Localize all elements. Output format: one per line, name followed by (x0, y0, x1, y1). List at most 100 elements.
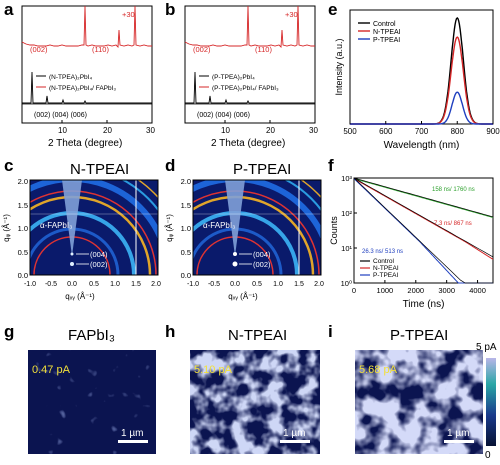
trpl-ann-green: 158 ns/ 1760 ns (432, 187, 475, 193)
xrd-a-peak-110: (110) (92, 45, 109, 54)
pl-xlabel: Wavelength (nm) (384, 140, 460, 151)
giwaxs-c-xtick-2: 0.0 (67, 281, 77, 288)
trpl-ytick-2: 10² (341, 209, 352, 218)
xrd-b-peak-002: (002) (193, 45, 211, 54)
giwaxs-c-yticks: 0.0 0.5 1.0 1.5 2.0 (18, 177, 28, 280)
trpl-ytick-1: 10¹ (341, 244, 352, 253)
cafm-g-scalebar (118, 440, 148, 443)
giwaxs-d-xtick-2: 0.0 (230, 281, 240, 288)
panel-label-b: b (165, 0, 176, 19)
giwaxs-c-xtick-5: 1.5 (131, 281, 141, 288)
xrd-a-plus30: +30 (122, 10, 135, 19)
cafm-colorbar (486, 358, 496, 446)
trpl-ytick-0: 10⁰ (341, 279, 352, 288)
giwaxs-d-phase: α-FAPbI₃ (203, 221, 235, 230)
giwaxs-c-004: (004) (90, 250, 108, 259)
xrd-b-legend-1: (P-TPEA)₂PbI₄ (212, 74, 255, 81)
xrd-b-xlabel: 2 Theta (degree) (211, 138, 285, 149)
panel-label-f: f (328, 156, 334, 175)
trpl-xtick-2: 2000 (407, 286, 424, 295)
panel-label-a: a (4, 0, 14, 19)
pl-xtick-2: 700 (415, 127, 429, 136)
cafm-h-scalebar (280, 440, 310, 443)
giwaxs-d-xtick-5: 1.5 (294, 281, 304, 288)
xrd-b-xtick-10: 10 (221, 126, 230, 135)
colorbar-max: 5 pA (476, 342, 497, 353)
giwaxs-d-ylabel: qᵩ (Å⁻¹) (165, 214, 174, 242)
xrd-b-xtick-30: 30 (309, 126, 318, 135)
colorbar-min: 0 (485, 450, 491, 460)
panel-label-c: c (4, 156, 14, 175)
xrd-b-plus30: +30 (285, 10, 298, 19)
giwaxs-c-ytick-2: 1.0 (18, 224, 28, 233)
xrd-b-xtick-20: 20 (266, 126, 275, 135)
trpl-series-0 (353, 178, 494, 218)
cafm-g-scale-label: 1 µm (121, 428, 143, 439)
trpl-ann-red: 7.3 ns/ 867 ns (434, 221, 472, 227)
trpl-fit-2 (353, 177, 493, 284)
xrd-a-peak-002: (002) (30, 45, 48, 54)
giwaxs-d-yticks: 0.0 0.5 1.0 1.5 2.0 (181, 177, 191, 280)
giwaxs-d-004: (004) (253, 250, 271, 259)
giwaxs-c-ylabel: qᵩ (Å⁻¹) (2, 214, 11, 242)
giwaxs-d-ytick-0: 0.0 (181, 271, 191, 280)
giwaxs-c-xtick-6: 2.0 (151, 281, 161, 288)
trpl-ytick-3: 10³ (341, 174, 352, 183)
giwaxs-d-ytick-2: 1.0 (181, 224, 191, 233)
giwaxs-c-xtick-3: 0.5 (89, 281, 99, 288)
cafm-g-current: 0.47 pA (32, 364, 71, 376)
panel-d-giwaxs: P-TPEAI α-FAPbI₃ (004) (002) 0.0 0.5 1.0… (165, 161, 324, 301)
giwaxs-d-002: (002) (253, 260, 271, 269)
xrd-a-xtick-30: 30 (146, 126, 155, 135)
pl-series-control (350, 17, 493, 125)
xrd-a-legend-1: (N-TPEA)₂PbI₄ (49, 74, 92, 81)
giwaxs-d-xtick-0: -1.0 (187, 281, 199, 288)
trpl-series-1 (353, 178, 494, 260)
pl-frame (349, 9, 494, 125)
xrd-b-peak-110: (110) (255, 45, 272, 54)
giwaxs-d-xtick-6: 2.0 (314, 281, 324, 288)
panel-label-h: h (165, 322, 176, 341)
giwaxs-d-ytick-3: 1.5 (181, 201, 191, 210)
giwaxs-c-xlabel: qₓᵧ (Å⁻¹) (65, 292, 95, 301)
xrd-a-legend-2: (N-TPEA)₂PbI₄/ FAPbI₃ (49, 85, 116, 92)
giwaxs-d-xtick-3: 0.5 (252, 281, 262, 288)
cafm-i-scale-label: 1 µm (447, 428, 469, 439)
giwaxs-c-phase: α-FAPbI₃ (40, 221, 72, 230)
xrd-a-xtick-20: 20 (103, 126, 112, 135)
giwaxs-c-xticks: -1.0 -0.5 0.0 0.5 1.0 1.5 2.0 (24, 281, 161, 288)
giwaxs-c-xtick-4: 1.0 (110, 281, 120, 288)
panel-label-d: d (165, 156, 176, 175)
panel-b-xrd: (002) (110) +30 (P-TPEA)₂PbI₄ (P-TPEA)₂P… (184, 5, 318, 149)
pl-ylabel: Intensity (a.u.) (334, 38, 344, 95)
trpl-xlabel: Time (ns) (403, 299, 445, 310)
cafm-h-title: N-TPEAI (228, 327, 287, 344)
xrd-b-legend-2: (P-TPEA)₂PbI₄/ FAPbI₃ (212, 85, 279, 92)
cafm-i-title: P-TPEAI (390, 327, 448, 344)
giwaxs-c-rings (30, 180, 158, 275)
trpl-xtick-4: 4000 (469, 286, 486, 295)
pl-xtick-4: 900 (486, 127, 500, 136)
giwaxs-c-xtick-1: -0.5 (45, 281, 57, 288)
giwaxs-c-ytick-1: 0.5 (18, 248, 28, 257)
giwaxs-d-xticks: -1.0 -0.5 0.0 0.5 1.0 1.5 2.0 (187, 281, 324, 288)
panel-label-e: e (328, 0, 338, 19)
trpl-legend-label-1: N-TPEAI (373, 265, 399, 272)
trpl-xtick-0: 0 (352, 286, 356, 295)
giwaxs-d-ytick-4: 2.0 (181, 177, 191, 186)
trpl-xtick-3: 3000 (438, 286, 455, 295)
trpl-frame (353, 177, 494, 284)
giwaxs-c-ytick-3: 1.5 (18, 201, 28, 210)
xrd-a-ref-peaks: (002) (004) (006) (34, 112, 87, 119)
panel-label-g: g (4, 322, 15, 341)
giwaxs-d-xtick-4: 1.0 (273, 281, 283, 288)
xrd-a-xtick-10: 10 (58, 126, 67, 135)
cafm-i-scalebar (444, 440, 474, 443)
cafm-g-title: FAPbI₃ (68, 327, 115, 344)
cafm-maps: FAPbI₃ N-TPEAI P-TPEAI 0.47 pA 5.10 pA 5… (28, 327, 497, 461)
cafm-h-current: 5.10 pA (194, 364, 233, 376)
xrd-a-xlabel: 2 Theta (degree) (48, 138, 122, 149)
giwaxs-d-rings (193, 180, 321, 275)
